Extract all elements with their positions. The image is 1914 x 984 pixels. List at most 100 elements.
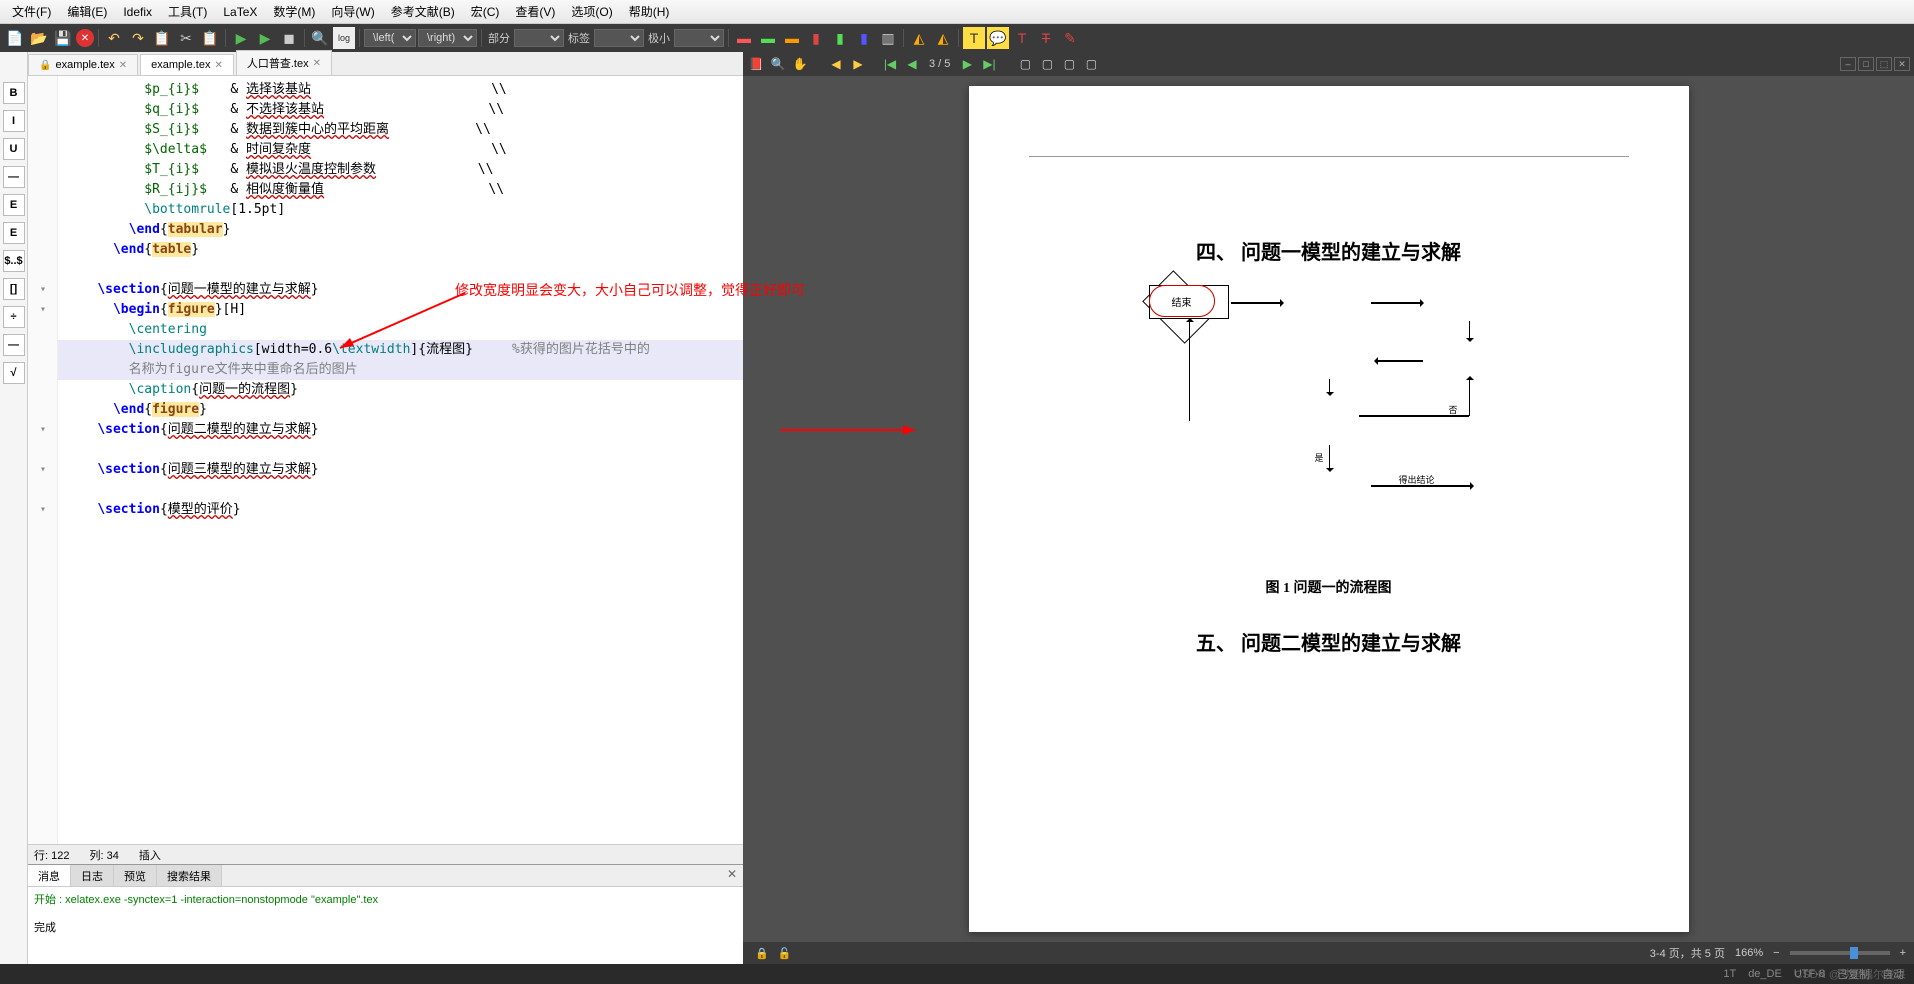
pdf-close2-icon[interactable]: ✕ xyxy=(1894,57,1910,71)
message-tab[interactable]: 消息 xyxy=(28,865,71,886)
color6-icon[interactable]: ▮ xyxy=(853,27,875,49)
text-icon[interactable]: T xyxy=(963,27,985,49)
code-content[interactable]: $p_{i}$ & 选择该基站 \\ $q_{i}$ & 不选择该基站 \\ $… xyxy=(58,76,743,844)
format-button[interactable]: — xyxy=(3,334,25,356)
pdf-prev-icon[interactable]: ◀ xyxy=(903,55,921,73)
editor-status: 行: 122 列: 34 插入 xyxy=(28,844,743,864)
pdf-zoom-out-icon[interactable]: − xyxy=(1773,947,1779,959)
pdf-fit2-icon[interactable]: ▢ xyxy=(1038,55,1056,73)
pdf-zoom-in-icon[interactable]: + xyxy=(1900,947,1906,959)
pdf-fwd-icon[interactable]: ▶ xyxy=(849,55,867,73)
message-tab[interactable]: 日志 xyxy=(71,865,114,886)
undo-icon[interactable]: ↶ xyxy=(103,27,125,49)
pdf-figure-caption: 图 1 问题一的流程图 xyxy=(1029,577,1629,597)
warn1-icon[interactable]: ◭ xyxy=(908,27,930,49)
menu-item[interactable]: Idefix xyxy=(115,3,160,21)
color4-icon[interactable]: ▮ xyxy=(805,27,827,49)
menu-item[interactable]: 选项(O) xyxy=(563,1,620,22)
paste-icon[interactable]: 📋 xyxy=(199,27,221,49)
menu-item[interactable]: 文件(F) xyxy=(4,1,59,22)
format-button[interactable]: U xyxy=(3,138,25,160)
pdf-fit4-icon[interactable]: ▢ xyxy=(1082,55,1100,73)
close-icon-red[interactable]: ✕ xyxy=(76,29,94,47)
pdf-last-icon[interactable]: ▶| xyxy=(980,55,998,73)
color7-icon[interactable]: ▥ xyxy=(877,27,899,49)
format-button[interactable]: E xyxy=(3,222,25,244)
color5-icon[interactable]: ▮ xyxy=(829,27,851,49)
pdf-first-icon[interactable]: |◀ xyxy=(881,55,899,73)
menu-item[interactable]: 参考文献(B) xyxy=(383,1,463,22)
tab-close-icon[interactable]: ✕ xyxy=(313,58,321,69)
strike-icon[interactable]: T xyxy=(1035,27,1057,49)
save-icon[interactable]: 💾 xyxy=(52,27,74,49)
tab-close-icon[interactable]: ✕ xyxy=(214,60,222,71)
menu-item[interactable]: 数学(M) xyxy=(265,1,323,22)
color2-icon[interactable]: ▬ xyxy=(757,27,779,49)
pencil-icon[interactable]: ✎ xyxy=(1059,27,1081,49)
pdf-fit1-icon[interactable]: ▢ xyxy=(1016,55,1034,73)
pdf-max-icon[interactable]: □ xyxy=(1858,57,1874,71)
format-button[interactable]: — xyxy=(3,166,25,188)
format-button[interactable]: [] xyxy=(3,278,25,300)
message-tab[interactable]: 搜索结果 xyxy=(157,865,222,886)
editor-tab[interactable]: 人口普查.tex✕ xyxy=(236,50,332,75)
pdf-status-bar: 🔒 🔓 3-4 页，共 5 页 166% − + xyxy=(743,942,1914,964)
format-button[interactable]: E xyxy=(3,194,25,216)
format-button[interactable]: $..$ xyxy=(3,250,25,272)
build-icon[interactable]: ▶ xyxy=(230,27,252,49)
format-button[interactable]: ÷ xyxy=(3,306,25,328)
redo-icon[interactable]: ↷ xyxy=(127,27,149,49)
message-panel: 消息日志预览搜索结果✕ 开始 : xelatex.exe -synctex=1 … xyxy=(28,864,743,964)
comment-icon[interactable]: 💬 xyxy=(987,27,1009,49)
menu-item[interactable]: 向导(W) xyxy=(323,1,382,22)
pdf-search-icon[interactable]: 🔍 xyxy=(769,55,787,73)
message-tab[interactable]: 预览 xyxy=(114,865,157,886)
pdf-back-icon[interactable]: ◀ xyxy=(827,55,845,73)
annotation-arrow-2 xyxy=(775,420,925,440)
pdf-fit3-icon[interactable]: ▢ xyxy=(1060,55,1078,73)
menu-item[interactable]: 帮助(H) xyxy=(621,1,678,22)
pdf-lock-icon[interactable]: 🔒 🔓 xyxy=(755,947,792,960)
new-icon[interactable]: 📄 xyxy=(4,27,26,49)
stop-icon[interactable]: ◼ xyxy=(278,27,300,49)
flow-node-end: 结束 xyxy=(1149,285,1215,317)
pdf-next-icon[interactable]: ▶ xyxy=(958,55,976,73)
pdf-zoom-slider[interactable] xyxy=(1790,951,1890,955)
pdf-book-icon[interactable]: 📕 xyxy=(747,55,765,73)
menu-item[interactable]: LaTeX xyxy=(215,3,265,21)
text2-icon[interactable]: T xyxy=(1011,27,1033,49)
lang-indicator: de_DE xyxy=(1748,968,1782,980)
message-close-icon[interactable]: ✕ xyxy=(721,865,743,886)
menu-item[interactable]: 编辑(E) xyxy=(59,1,115,22)
menu-item[interactable]: 宏(C) xyxy=(463,1,508,22)
editor-tab[interactable]: 🔒example.tex✕ xyxy=(28,54,138,75)
copy-icon[interactable]: 📋 xyxy=(151,27,173,49)
flow-label-conclude: 得出结论 xyxy=(1399,473,1435,486)
part-combo[interactable] xyxy=(514,29,564,47)
size-combo[interactable] xyxy=(674,29,724,47)
format-button[interactable]: I xyxy=(3,110,25,132)
log-icon[interactable]: log xyxy=(333,27,355,49)
build2-icon[interactable]: ▶ xyxy=(254,27,276,49)
menu-item[interactable]: 工具(T) xyxy=(160,1,215,22)
open-icon[interactable]: 📂 xyxy=(28,27,50,49)
pdf-scroll[interactable]: 四、 问题一模型的建立与求解 未风化高钾/铅钡数据 计算每两个样本点间距 每个样… xyxy=(743,76,1914,942)
menu-item[interactable]: 查看(V) xyxy=(507,1,563,22)
view-icon[interactable]: 🔍 xyxy=(309,27,331,49)
right-combo[interactable]: \right) xyxy=(418,29,477,47)
color3-icon[interactable]: ▬ xyxy=(781,27,803,49)
label-combo[interactable] xyxy=(594,29,644,47)
code-editor[interactable]: $p_{i}$ & 选择该基站 \\ $q_{i}$ & 不选择该基站 \\ $… xyxy=(28,76,743,844)
tab-close-icon[interactable]: ✕ xyxy=(119,60,127,71)
format-button[interactable]: √ xyxy=(3,362,25,384)
warn2-icon[interactable]: ◭ xyxy=(932,27,954,49)
pdf-min-icon[interactable]: – xyxy=(1840,57,1856,71)
pdf-detach-icon[interactable]: ⬚ xyxy=(1876,57,1892,71)
pdf-hand-icon[interactable]: ✋ xyxy=(791,55,809,73)
color1-icon[interactable]: ▬ xyxy=(733,27,755,49)
format-button[interactable]: B xyxy=(3,82,25,104)
message-tabs: 消息日志预览搜索结果 ✕ xyxy=(28,865,743,887)
cut-icon[interactable]: ✂ xyxy=(175,27,197,49)
editor-tab[interactable]: example.tex✕ xyxy=(140,54,234,75)
left-combo[interactable]: \left( xyxy=(364,29,416,47)
